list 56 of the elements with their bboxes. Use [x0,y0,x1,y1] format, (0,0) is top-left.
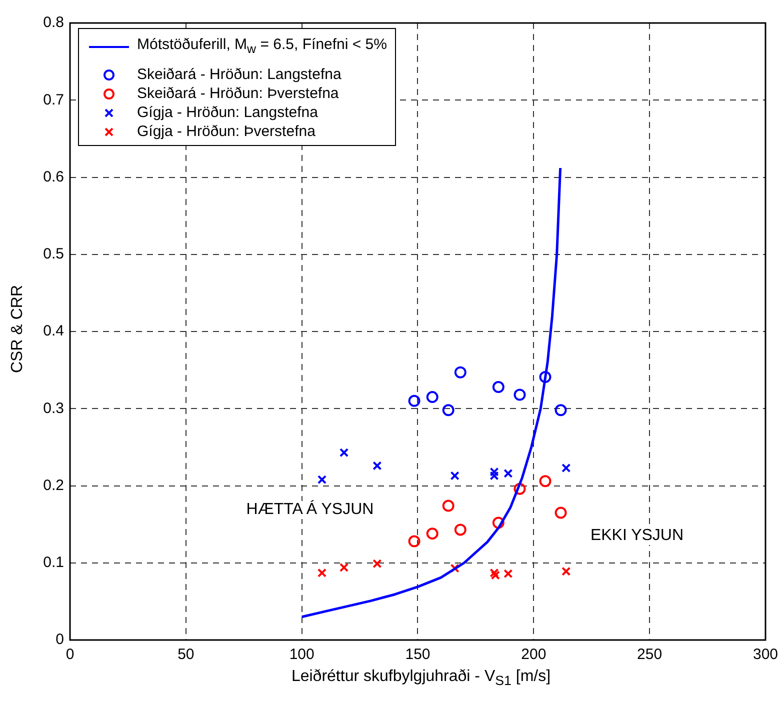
point [492,381,504,394]
y-axis-title: CSR & CRR [9,284,27,374]
point [554,506,567,519]
x-tick-label: 250 [637,646,662,664]
y-tick-label: 0.3 [43,400,64,417]
point [562,463,571,473]
point [539,371,552,384]
point [317,475,327,484]
x-axis-title: Leiðréttur skufbylgjuhraði - V$_{S1}$ [m/s] [290,668,552,688]
point [562,566,571,576]
point [554,404,567,416]
legend-label: Gígja - Hröðun: Þverstefna [137,122,316,141]
y-tick-label: 0.1 [43,554,64,572]
y-tick-label: 0.6 [43,168,64,186]
point [372,559,382,568]
point [317,568,327,578]
point [490,570,500,580]
point [454,524,466,536]
y-tick-label: 0.5 [43,246,64,263]
y-tick-label: 0.2 [43,476,64,494]
point [450,471,460,480]
y-tick-label: 0.7 [43,91,64,108]
point [408,394,420,407]
legend-label: Skeiðará - Hröðun: Þverstefna [137,84,339,103]
point [372,461,382,470]
point [426,528,438,540]
point [426,391,438,404]
point [504,569,513,578]
point [408,535,420,548]
legend-label: Skeiðará - Hröðun: Langstefna [137,65,342,84]
point [454,366,466,378]
point [339,562,349,572]
legend-label: Mótstöðuferill, M$_{w}$ = 6.5, Fínefni < 5% [137,35,387,58]
x-tick-label: 100 [289,646,314,664]
y-tick-label: 0 [56,631,64,648]
x-tick-label: 150 [405,646,430,664]
point [490,568,499,578]
annotation: HÆTTA Á YSJUN [244,501,376,519]
point [539,475,552,488]
x-tick-label: 50 [178,646,194,664]
point [504,468,513,478]
point [492,516,504,529]
point [450,564,460,573]
point [442,500,454,512]
point [339,448,349,458]
point [442,404,454,416]
point [514,482,526,495]
point [514,388,526,401]
point [490,471,499,480]
y-tick-label: 0.4 [43,322,64,340]
legend-label: Gígja - Hröðun: Langstefna [137,103,318,122]
x-tick-label: 200 [521,646,546,664]
x-tick-label: 300 [752,646,778,664]
annotation: EKKI YSJUN [588,527,686,545]
y-tick-label: 0.8 [43,14,64,32]
point [490,467,499,476]
